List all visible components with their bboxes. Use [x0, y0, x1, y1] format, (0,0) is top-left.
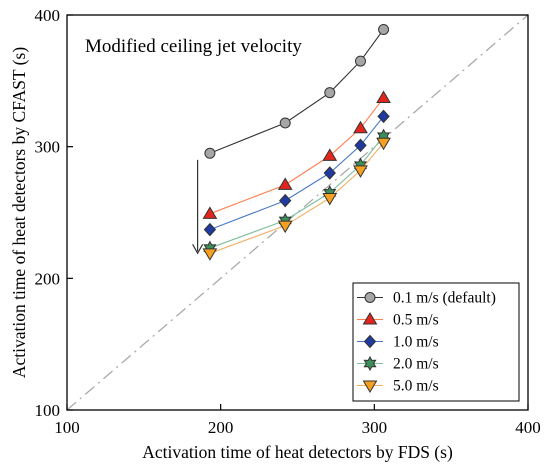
- y-axis-label: Activation time of heat detectors by CFA…: [9, 47, 29, 378]
- legend-marker: [363, 355, 377, 372]
- legend-item: 2.0 m/s: [357, 356, 439, 373]
- series-4: [202, 137, 391, 261]
- data-point: [202, 248, 218, 261]
- data-point: [376, 137, 391, 151]
- data-point: [354, 138, 367, 153]
- data-point: [322, 193, 338, 206]
- x-tick-label: 100: [54, 418, 80, 437]
- data-point: [324, 87, 336, 99]
- legend-marker: [362, 380, 378, 393]
- reference-line: [66, 14, 529, 411]
- legend-item: 0.1 m/s (default): [357, 290, 496, 307]
- data-point: [355, 55, 367, 67]
- y-tick-label: 200: [35, 269, 61, 288]
- series-1: [202, 90, 391, 219]
- series-line: [209, 135, 384, 249]
- legend-label: 5.0 m/s: [393, 378, 439, 395]
- legend-item: 0.5 m/s: [357, 312, 439, 329]
- reference-line-layer: [66, 14, 529, 411]
- data-point: [378, 23, 390, 35]
- data-point: [279, 193, 292, 208]
- data-point: [277, 220, 293, 234]
- chart-annotation: Modified ceiling jet velocity: [85, 36, 302, 57]
- tick-layer: 100 200 300 400 100 200 300 400: [35, 6, 541, 437]
- x-axis-label: Activation time of heat detectors by FDS…: [142, 442, 453, 462]
- data-point: [202, 206, 218, 219]
- arrow-layer: [192, 159, 204, 255]
- legend-label: 2.0 m/s: [393, 356, 439, 373]
- legend-item: 5.0 m/s: [357, 378, 439, 395]
- data-point: [204, 147, 216, 159]
- legend-label: 0.1 m/s (default): [393, 290, 496, 307]
- plot-frame: [66, 14, 529, 411]
- legend-marker: [362, 312, 378, 325]
- legend-label: 0.5 m/s: [393, 312, 439, 329]
- x-tick-label: 300: [362, 418, 388, 437]
- data-point: [277, 177, 293, 190]
- y-tick-label: 400: [35, 6, 61, 25]
- data-point: [322, 148, 338, 161]
- legend-item: 1.0 m/s: [357, 334, 439, 351]
- legend-marker: [363, 334, 377, 349]
- legend-label: 1.0 m/s: [393, 334, 439, 351]
- x-tick-label: 200: [208, 418, 234, 437]
- data-point: [353, 120, 368, 134]
- series-line: [209, 142, 384, 254]
- data-point: [376, 90, 391, 103]
- y-tick-label: 100: [35, 401, 61, 420]
- y-tick-label: 300: [35, 138, 61, 157]
- data-point: [279, 117, 291, 129]
- arrow-head: [192, 244, 204, 255]
- data-point: [203, 222, 217, 237]
- legend-marker: [364, 292, 376, 303]
- legend: 0.1 m/s (default) 0.5 m/s 1.0 m/s 2.0 m/s 5.…: [352, 282, 520, 402]
- data-point: [353, 165, 368, 178]
- data-point: [323, 166, 336, 180]
- series-layer: [202, 23, 391, 261]
- series-2: [203, 109, 390, 237]
- series-0: [204, 23, 390, 159]
- data-point: [377, 109, 390, 124]
- x-tick-label: 400: [515, 418, 541, 437]
